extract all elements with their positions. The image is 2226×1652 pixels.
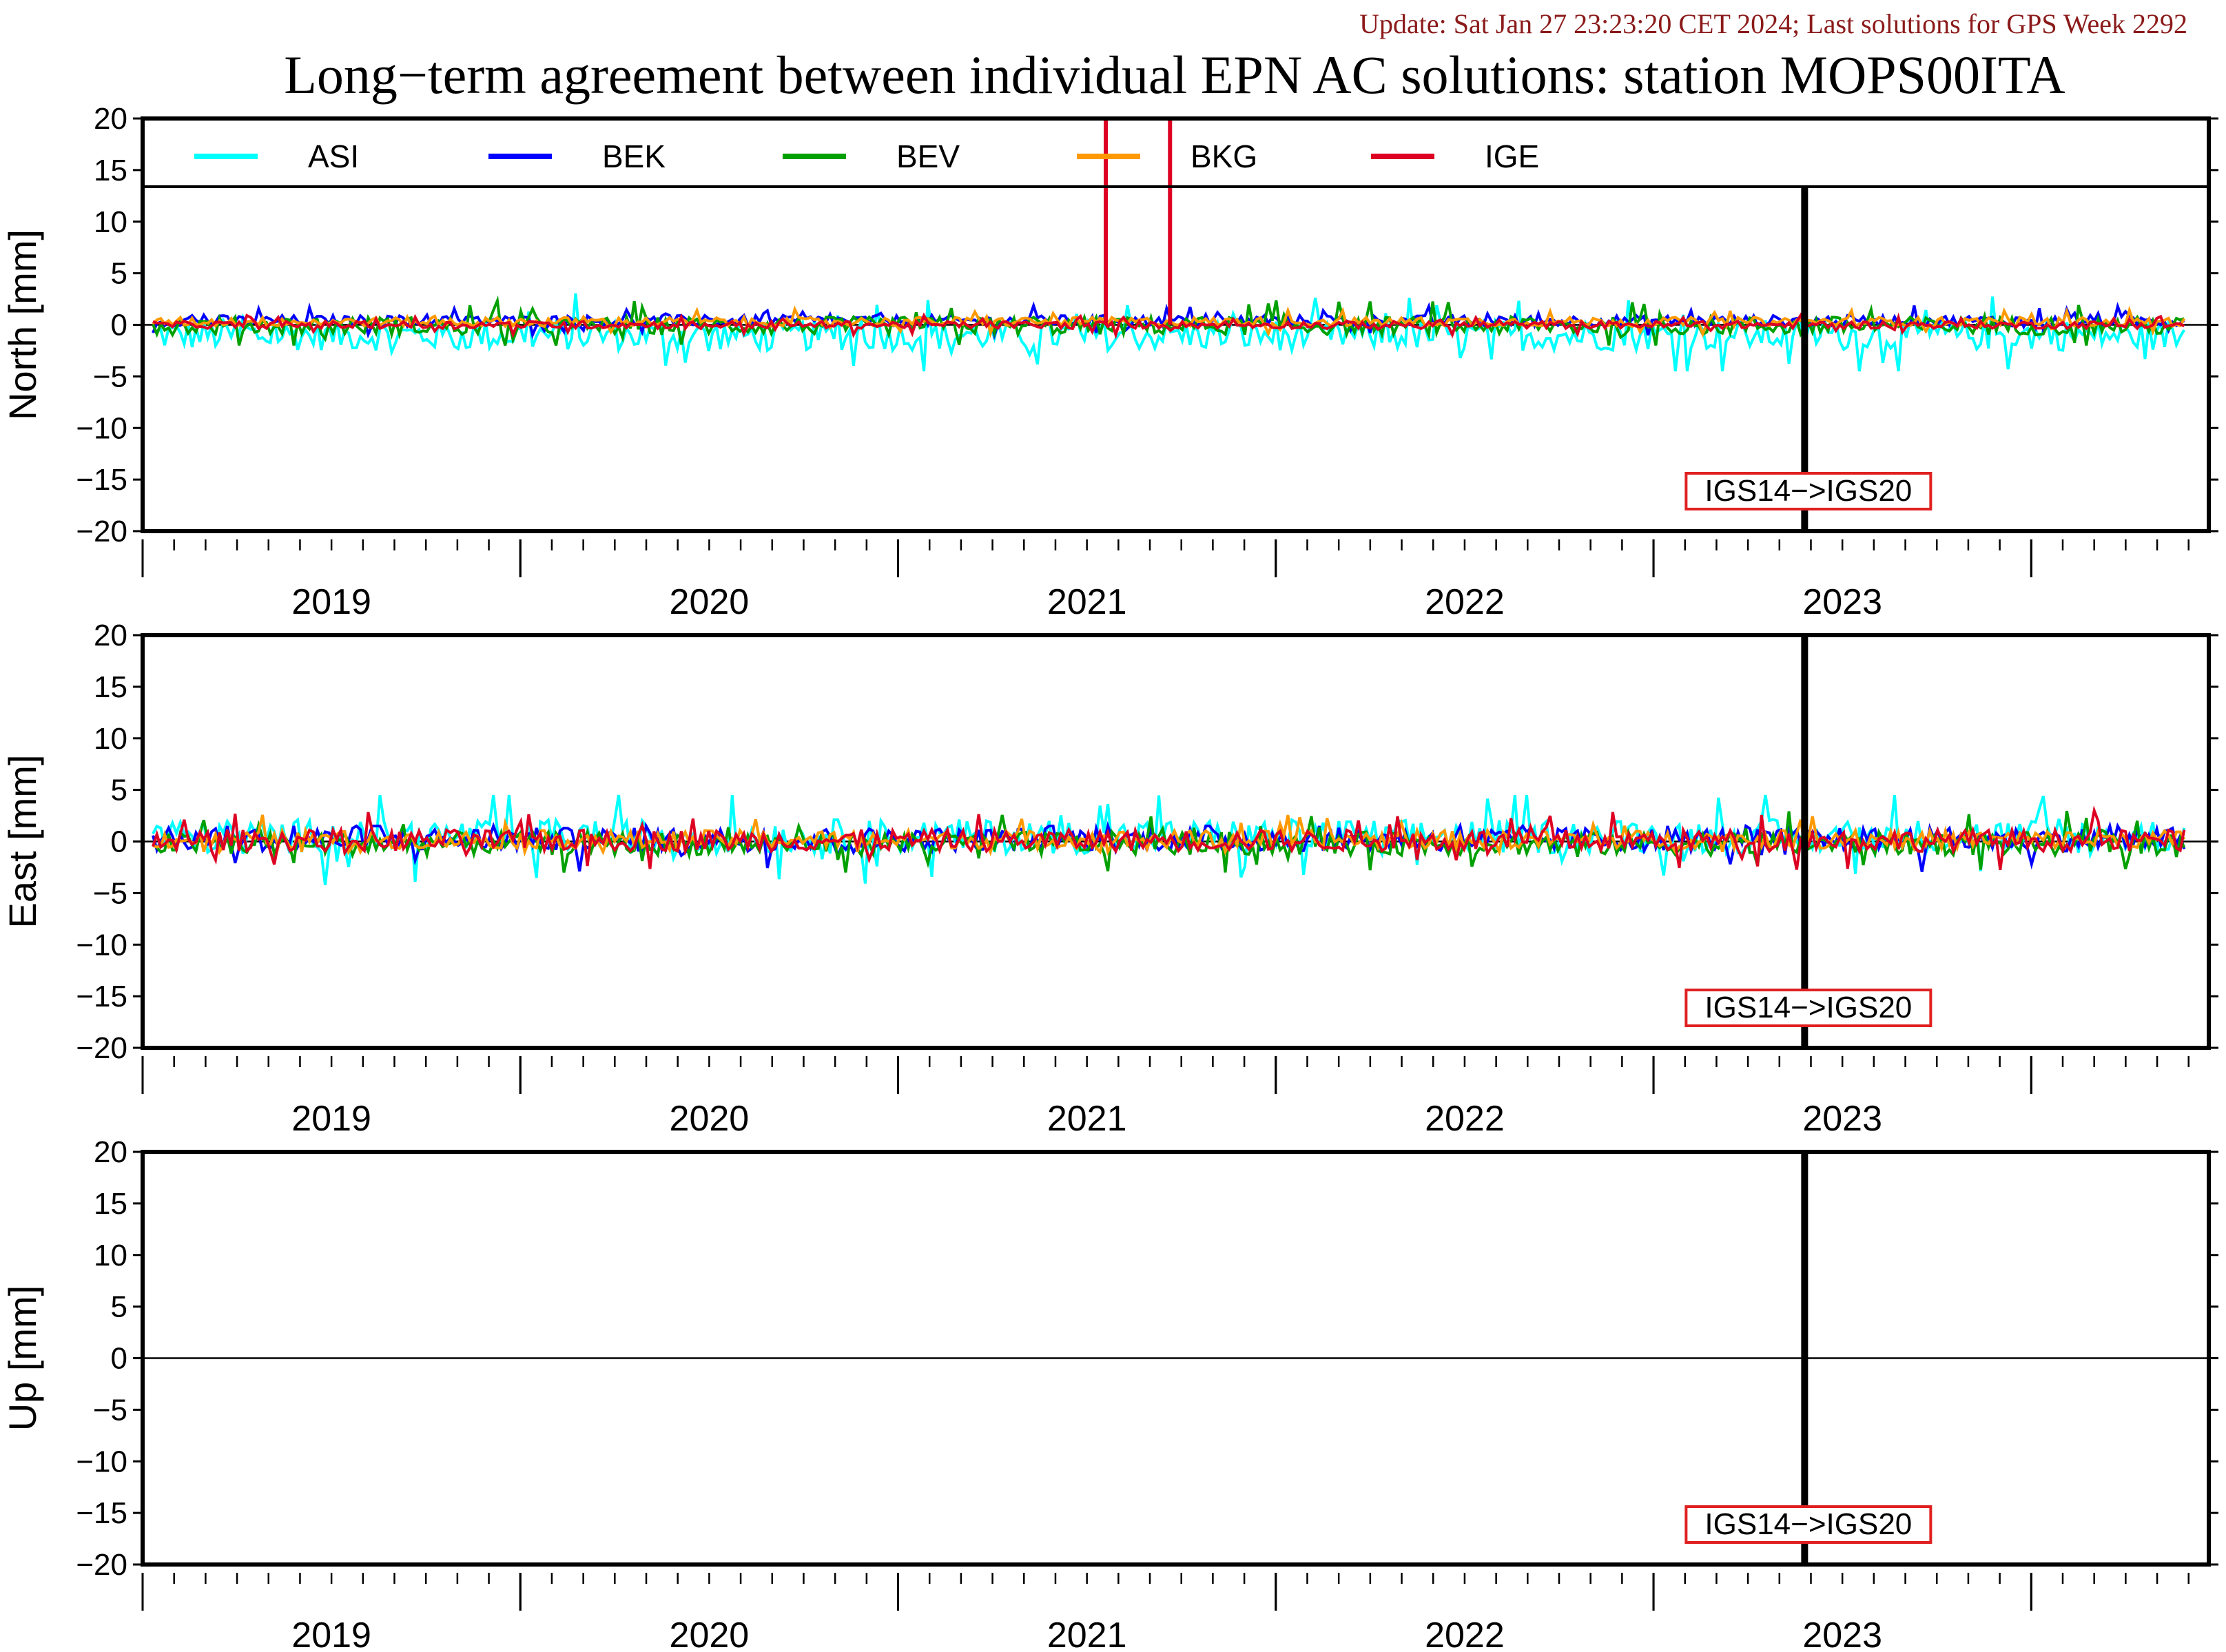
y-tick-label: 20 bbox=[94, 619, 127, 652]
y-tick-label: 10 bbox=[94, 1239, 127, 1272]
x-year-label: 2021 bbox=[1047, 582, 1127, 622]
legend-label-bev: BEV bbox=[896, 138, 960, 174]
legend-label-bek: BEK bbox=[602, 138, 666, 174]
frame-change-box bbox=[1684, 1505, 1933, 1544]
series-line bbox=[152, 312, 2185, 340]
y-tick-label: 15 bbox=[94, 1187, 127, 1221]
frame-change-label: IGS14−>IGS20 bbox=[1704, 1507, 1912, 1541]
y-axis-label: North [mm] bbox=[1, 229, 44, 420]
y-tick-label: −20 bbox=[76, 515, 127, 548]
y-tick-label: −20 bbox=[76, 1548, 127, 1582]
y-tick-label: 15 bbox=[94, 154, 127, 187]
x-year-label: 2020 bbox=[670, 1099, 750, 1139]
y-axis-label: Up [mm] bbox=[1, 1286, 44, 1432]
update-text: Update: Sat Jan 27 23:23:20 CET 2024; La… bbox=[1359, 8, 2187, 39]
frame-change-label: IGS14−>IGS20 bbox=[1704, 474, 1912, 508]
panel-frame bbox=[141, 1150, 2211, 1567]
panel-north: 20 15 10 5 0 −5 −10 −15 −20 North [mm] IGS14−>IGS2… bbox=[1, 102, 2218, 622]
frame-change-box bbox=[1684, 472, 1933, 510]
y-tick-label: −10 bbox=[76, 1445, 127, 1478]
y-tick-label: −15 bbox=[76, 1496, 127, 1530]
x-year-label: 2023 bbox=[1802, 582, 1882, 622]
series-line bbox=[152, 805, 2186, 871]
y-tick-label: −5 bbox=[93, 360, 127, 393]
frame-change-box bbox=[1684, 989, 1933, 1027]
y-tick-label: 20 bbox=[94, 102, 127, 136]
y-tick-label: 10 bbox=[94, 722, 127, 756]
y-axis-label: East [mm] bbox=[1, 754, 44, 928]
panel-up: 20 15 10 5 0 −5 −10 −15 −20 Up [mm] IGS14−>IGS20 20… bbox=[1, 1135, 2218, 1652]
x-year-label: 2021 bbox=[1047, 1099, 1127, 1139]
y-tick-label: 10 bbox=[94, 205, 127, 239]
y-tick-label: −5 bbox=[93, 1393, 127, 1427]
legend-label-ige: IGE bbox=[1485, 138, 1539, 174]
x-year-label: 2023 bbox=[1802, 1099, 1882, 1139]
frame-change-label: IGS14−>IGS20 bbox=[1704, 991, 1912, 1024]
x-year-label: 2022 bbox=[1425, 582, 1505, 622]
y-tick-label: 20 bbox=[94, 1135, 127, 1169]
legend-label-asi: ASI bbox=[308, 138, 359, 174]
panel-east: 20 15 10 5 0 −5 −10 −15 −20 East [mm] IGS14−>IGS20… bbox=[1, 619, 2218, 1139]
x-year-label: 2020 bbox=[670, 1615, 750, 1652]
series-ige bbox=[152, 805, 2186, 871]
series-asi bbox=[152, 794, 2186, 885]
chart-title: Long−term agreement between individual E… bbox=[284, 45, 2065, 105]
y-tick-label: 0 bbox=[111, 1342, 127, 1376]
x-year-label: 2019 bbox=[291, 582, 371, 622]
x-year-label: 2023 bbox=[1802, 1615, 1882, 1652]
y-tick-label: 5 bbox=[111, 257, 127, 291]
y-tick-label: 5 bbox=[111, 1290, 127, 1324]
y-tick-label: −10 bbox=[76, 411, 127, 445]
legend-label-bkg: BKG bbox=[1191, 138, 1257, 174]
y-tick-label: −5 bbox=[93, 876, 127, 910]
series-line bbox=[152, 794, 2186, 885]
x-year-label: 2022 bbox=[1425, 1615, 1505, 1652]
series-ige bbox=[152, 118, 2185, 340]
y-tick-label: −15 bbox=[76, 980, 127, 1013]
x-year-label: 2022 bbox=[1425, 1099, 1505, 1139]
x-year-label: 2021 bbox=[1047, 1615, 1127, 1652]
x-year-label: 2019 bbox=[291, 1615, 371, 1652]
x-year-label: 2019 bbox=[291, 1099, 371, 1139]
panel-frame bbox=[141, 116, 2211, 533]
panel-frame bbox=[141, 633, 2211, 1050]
y-tick-label: 0 bbox=[111, 825, 127, 859]
y-tick-label: 15 bbox=[94, 670, 127, 704]
y-tick-label: 5 bbox=[111, 774, 127, 807]
y-tick-label: −10 bbox=[76, 928, 127, 962]
y-tick-label: 0 bbox=[111, 309, 127, 342]
y-tick-label: −20 bbox=[76, 1031, 127, 1065]
x-year-label: 2020 bbox=[670, 582, 750, 622]
y-tick-label: −15 bbox=[76, 463, 127, 497]
